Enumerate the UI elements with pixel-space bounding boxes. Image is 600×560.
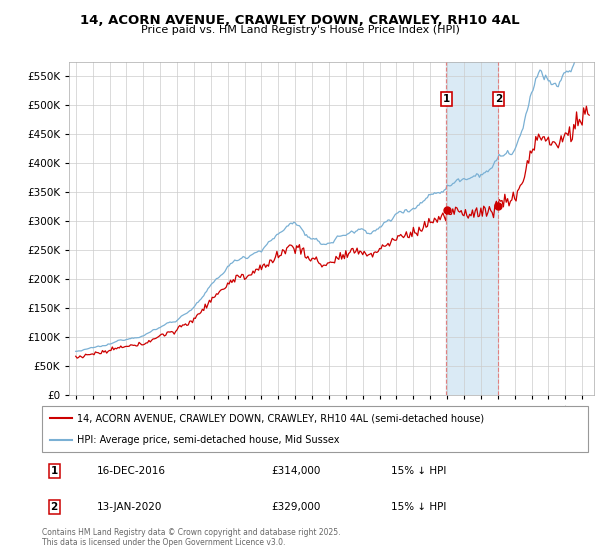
Text: 2: 2: [50, 502, 58, 512]
Text: 1: 1: [50, 466, 58, 476]
Text: 14, ACORN AVENUE, CRAWLEY DOWN, CRAWLEY, RH10 4AL: 14, ACORN AVENUE, CRAWLEY DOWN, CRAWLEY,…: [80, 14, 520, 27]
Text: 15% ↓ HPI: 15% ↓ HPI: [391, 466, 447, 476]
Text: 2: 2: [495, 94, 502, 104]
Text: 13-JAN-2020: 13-JAN-2020: [97, 502, 162, 512]
Text: 14, ACORN AVENUE, CRAWLEY DOWN, CRAWLEY, RH10 4AL (semi-detached house): 14, ACORN AVENUE, CRAWLEY DOWN, CRAWLEY,…: [77, 413, 485, 423]
Text: £314,000: £314,000: [271, 466, 320, 476]
FancyBboxPatch shape: [42, 406, 588, 452]
Text: HPI: Average price, semi-detached house, Mid Sussex: HPI: Average price, semi-detached house,…: [77, 435, 340, 445]
Text: 16-DEC-2016: 16-DEC-2016: [97, 466, 166, 476]
Text: £329,000: £329,000: [271, 502, 320, 512]
Text: Price paid vs. HM Land Registry's House Price Index (HPI): Price paid vs. HM Land Registry's House …: [140, 25, 460, 35]
Text: 15% ↓ HPI: 15% ↓ HPI: [391, 502, 447, 512]
Text: Contains HM Land Registry data © Crown copyright and database right 2025.
This d: Contains HM Land Registry data © Crown c…: [42, 528, 341, 547]
Bar: [446, 62, 499, 395]
Text: 1: 1: [443, 94, 450, 104]
